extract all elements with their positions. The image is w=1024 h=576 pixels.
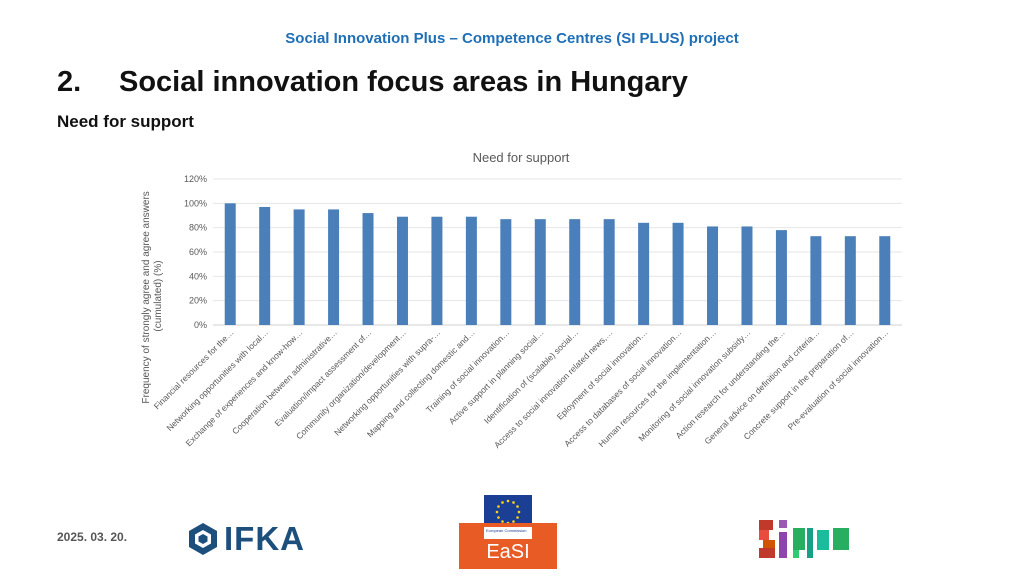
bar bbox=[810, 236, 822, 325]
bar bbox=[224, 203, 236, 325]
bar bbox=[569, 219, 581, 325]
bar bbox=[396, 216, 408, 325]
bar bbox=[259, 206, 271, 325]
easi-text: EaSI bbox=[486, 541, 530, 563]
y-tick-label: 120% bbox=[184, 174, 207, 184]
y-tick-label: 60% bbox=[189, 247, 207, 257]
section-number: 2. bbox=[57, 66, 82, 98]
y-tick-label: 100% bbox=[184, 198, 207, 208]
bar bbox=[465, 216, 477, 325]
bar bbox=[775, 230, 787, 325]
page-subtitle: Need for support bbox=[57, 112, 194, 131]
ifka-logo-text: IFKA bbox=[224, 520, 305, 557]
bar bbox=[879, 236, 891, 325]
siplus-logo: SiPLUS bbox=[759, 520, 849, 559]
eu-star bbox=[517, 510, 521, 514]
bar bbox=[741, 226, 753, 325]
y-axis-label-line-1: Frequency of strongly agree and agree an… bbox=[141, 191, 152, 403]
project-title: Social Innovation Plus – Competence Cent… bbox=[285, 30, 739, 47]
bar bbox=[707, 226, 719, 325]
eu-star bbox=[497, 505, 500, 508]
bar bbox=[293, 209, 305, 325]
y-tick-label: 20% bbox=[189, 296, 207, 306]
x-tick-label: Access to social innovation related news… bbox=[492, 327, 615, 450]
bar bbox=[362, 213, 374, 325]
bar bbox=[328, 209, 340, 325]
eu-star bbox=[516, 505, 519, 508]
y-axis-label-line-2: (cumulated) (%) bbox=[153, 260, 164, 331]
ifka-logo: IFKA bbox=[188, 520, 305, 558]
eu-star bbox=[506, 499, 510, 503]
bar bbox=[500, 219, 512, 325]
ifka-hexagon-icon bbox=[189, 523, 217, 555]
page-title: 2. Social innovation focus areas in Hunga… bbox=[57, 66, 688, 99]
eu-star bbox=[516, 516, 519, 519]
eu-star bbox=[495, 510, 499, 514]
eu-star bbox=[497, 516, 500, 519]
eu-star bbox=[501, 520, 504, 523]
bar bbox=[534, 219, 546, 325]
y-axis-ticks: 0% 20% 40% 60% 80% 100% 120% bbox=[184, 174, 207, 330]
eu-star bbox=[501, 501, 504, 504]
bar-chart: 0% 20% 40% 60% 80% 100% 120% Financial resourc… bbox=[141, 150, 902, 450]
x-axis-labels: Financial resources for the…Networking o… bbox=[152, 327, 890, 450]
y-tick-label: 0% bbox=[194, 320, 207, 330]
easi-logo: European Commission EaSI bbox=[459, 487, 557, 569]
eu-star bbox=[512, 501, 515, 504]
y-tick-label: 40% bbox=[189, 271, 207, 281]
y-tick-label: 80% bbox=[189, 223, 207, 233]
easi-box: European Commission EaSI bbox=[459, 523, 557, 569]
bars bbox=[224, 203, 891, 325]
gridlines bbox=[213, 178, 902, 326]
easi-commission-label: European Commission bbox=[484, 527, 532, 539]
bar bbox=[672, 222, 684, 325]
bar bbox=[638, 222, 650, 325]
eu-star bbox=[512, 520, 515, 523]
bar bbox=[603, 219, 615, 325]
siplus-logo-text: SiPLUS bbox=[803, 557, 807, 559]
bar bbox=[844, 236, 856, 325]
footer-date: 2025. 03. 20. bbox=[57, 530, 128, 544]
bar bbox=[431, 216, 443, 325]
chart-title: Need for support bbox=[473, 150, 570, 165]
y-axis-label: Frequency of strongly agree and agree an… bbox=[141, 188, 164, 403]
section-title: Social innovation focus areas in Hungary bbox=[119, 66, 688, 98]
eu-stars-icon bbox=[495, 499, 521, 525]
